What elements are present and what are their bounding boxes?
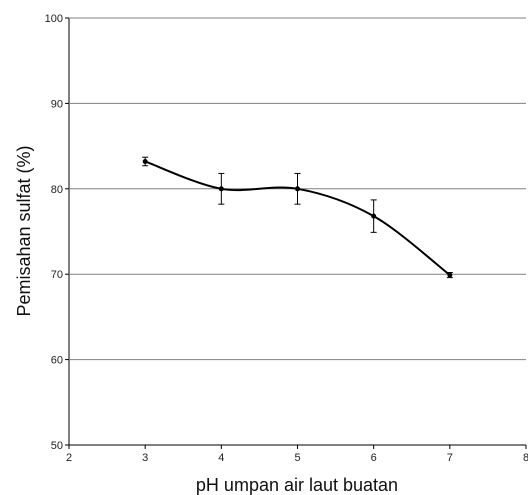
- data-point-7: [447, 272, 453, 278]
- xtick-label-6: 6: [371, 452, 377, 464]
- ytick-label-80: 80: [51, 184, 63, 196]
- xtick-label-3: 3: [142, 452, 148, 464]
- data-point-5: [295, 186, 300, 192]
- xtick-label-4: 4: [218, 452, 224, 464]
- ytick-label-100: 100: [45, 13, 63, 25]
- x-tick-labels: 2 3 4 5 6 7 8: [66, 452, 528, 464]
- series-layer: [142, 156, 453, 279]
- xtick-label-7: 7: [447, 452, 453, 464]
- data-point-6: [371, 213, 377, 219]
- ytick-label-60: 60: [51, 355, 63, 367]
- y-axis-title: Pemisahan sulfat (%): [14, 145, 34, 316]
- y-tick-labels: 50 60 70 80 90 100: [45, 13, 63, 452]
- ytick-label-90: 90: [51, 98, 63, 110]
- x-axis-title: pH umpan air laut buatan: [196, 475, 398, 495]
- ytick-label-50: 50: [51, 440, 63, 452]
- xtick-label-5: 5: [294, 452, 300, 464]
- data-point-3: [142, 158, 148, 164]
- ytick-label-70: 70: [51, 269, 63, 281]
- xtick-label-8: 8: [523, 452, 528, 464]
- gridlines: [65, 17, 527, 449]
- data-point-4: [218, 186, 224, 192]
- xtick-label-2: 2: [66, 452, 72, 464]
